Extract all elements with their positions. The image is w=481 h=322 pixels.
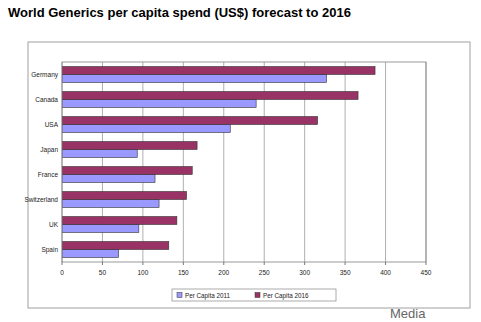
bar	[62, 67, 375, 75]
tick-mark	[304, 262, 305, 265]
category-label: UK	[49, 221, 59, 228]
tick-mark	[426, 262, 427, 265]
bar	[62, 175, 155, 183]
tick-label: 0	[60, 269, 64, 276]
annotation: Media	[390, 306, 426, 321]
tick-mark	[345, 262, 346, 265]
tick-mark	[223, 262, 224, 265]
tick-mark	[385, 262, 386, 265]
tick-label: 250	[259, 269, 270, 276]
bar	[62, 150, 137, 158]
bar	[62, 75, 327, 83]
tick-label: 100	[137, 269, 148, 276]
bar	[62, 100, 256, 108]
tick-label: 150	[178, 269, 189, 276]
tick-label: 400	[380, 269, 391, 276]
bar	[62, 192, 187, 200]
tick-label: 200	[218, 269, 229, 276]
tick-mark	[102, 262, 103, 265]
category-label: Germany	[31, 71, 58, 79]
plot-background	[62, 62, 426, 262]
tick-label: 350	[340, 269, 351, 276]
bar	[62, 167, 192, 175]
legend-box	[172, 289, 336, 301]
legend-swatch	[255, 293, 260, 298]
chart-frame	[28, 42, 470, 308]
bar	[62, 200, 159, 208]
bar	[62, 92, 358, 100]
bar	[62, 125, 230, 133]
tick-mark	[142, 262, 143, 265]
category-label: Switzerland	[24, 196, 58, 203]
tick-label: 50	[99, 269, 107, 276]
tick-mark	[264, 262, 265, 265]
legend-swatch	[177, 293, 182, 298]
bar	[62, 242, 169, 250]
category-label: Canada	[35, 96, 58, 103]
bar	[62, 250, 119, 258]
category-label: Japan	[40, 146, 58, 154]
grid-line	[385, 62, 386, 262]
bar	[62, 117, 318, 125]
chart-container: World Generics per capita spend (US$) fo…	[0, 0, 481, 322]
category-label: France	[38, 171, 59, 178]
title: World Generics per capita spend (US$) fo…	[8, 5, 351, 20]
chart-svg: World Generics per capita spend (US$) fo…	[0, 0, 481, 322]
bars	[62, 67, 375, 258]
bar	[62, 225, 139, 233]
category-label: Spain	[41, 246, 58, 254]
legend-label: Per Capita 2016	[263, 292, 309, 300]
tick-mark	[183, 262, 184, 265]
tick-label: 450	[421, 269, 432, 276]
bar	[62, 142, 197, 150]
bar	[62, 217, 177, 225]
tick-label: 300	[299, 269, 310, 276]
legend-label: Per Capita 2011	[185, 292, 231, 300]
tick-mark	[62, 262, 63, 265]
category-label: USA	[45, 121, 59, 128]
plot-frame	[62, 62, 426, 262]
